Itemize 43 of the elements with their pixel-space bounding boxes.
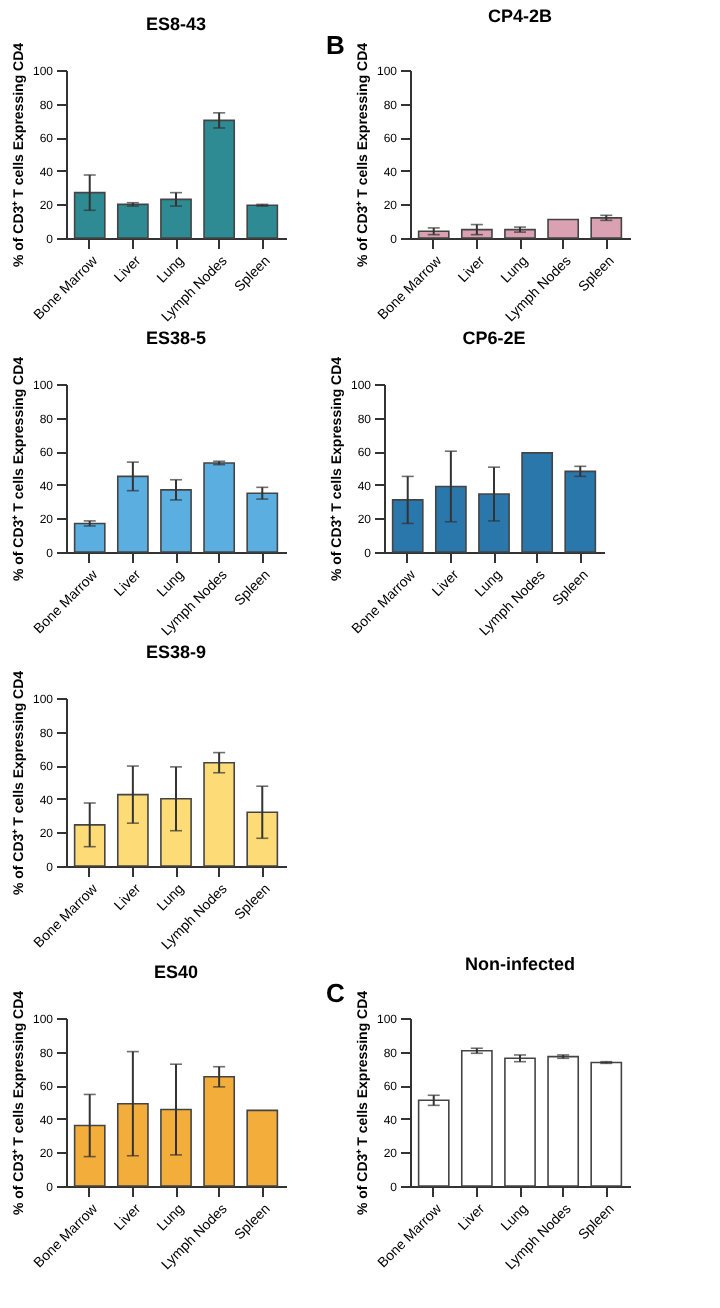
bar: [160, 798, 192, 867]
bar: [116, 475, 149, 553]
bar: [547, 1055, 580, 1187]
bar: [504, 1057, 536, 1187]
bar: [478, 493, 510, 553]
chart-title: ES38-5: [145, 327, 207, 348]
bar: [246, 1109, 279, 1187]
bar: [116, 203, 149, 239]
bar: [521, 452, 554, 553]
chart-title: CP6-2E: [462, 327, 526, 348]
bar: [246, 204, 279, 239]
chart-title: ES40: [153, 961, 199, 982]
bar: [434, 485, 467, 553]
bar: [246, 811, 279, 867]
bar: [417, 230, 450, 239]
bar: [160, 198, 192, 239]
text: C: [326, 978, 346, 1008]
bar: [590, 1061, 623, 1187]
bar: [73, 824, 106, 867]
chart-title: Non-infected: [465, 954, 575, 974]
bar: [116, 793, 149, 867]
bar: [203, 761, 236, 867]
text: B: [326, 30, 345, 60]
bar: [246, 492, 279, 553]
bar: [203, 462, 236, 553]
bar: [160, 489, 192, 553]
bar: [73, 522, 106, 553]
bar: [160, 1108, 192, 1187]
bar: [564, 470, 597, 553]
chart-title: CP4-2B: [487, 6, 553, 26]
bar: [73, 191, 106, 239]
bar: [73, 1124, 106, 1187]
bar: [590, 217, 623, 239]
bar: [203, 119, 236, 239]
chart-title: ES38-9: [145, 641, 207, 662]
bar: [547, 218, 580, 239]
bar: [203, 1076, 236, 1187]
bar: [417, 1099, 450, 1187]
bar: [460, 228, 493, 239]
bar: [460, 1049, 493, 1187]
bar: [391, 499, 424, 553]
bar: [116, 1102, 149, 1187]
chart-title: ES8-43: [145, 13, 207, 34]
